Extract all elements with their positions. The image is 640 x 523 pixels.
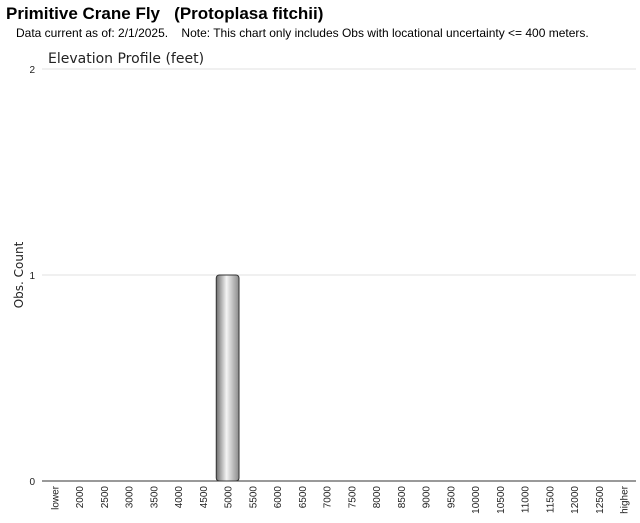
x-tick-label: 8000 [372, 486, 383, 509]
x-tick-label: 6500 [298, 486, 309, 509]
chart-title: Elevation Profile (feet) [48, 51, 204, 67]
x-tick-label: 4000 [174, 486, 185, 509]
x-tick-label: 11000 [521, 486, 532, 514]
y-axis-label: Obs. Count [12, 241, 26, 308]
x-tick-label: 3500 [149, 486, 160, 509]
x-tick-label: 5000 [224, 486, 235, 509]
x-tick-label: 8500 [397, 486, 408, 509]
page-title: Primitive Crane Fly (Protoplasa fitchii) [6, 4, 324, 23]
x-tick-label: 12000 [570, 486, 581, 514]
x-tick-label: 3000 [125, 486, 136, 509]
x-tick-label: 2000 [75, 486, 86, 509]
x-tick-label: 10500 [496, 486, 507, 514]
x-tick-label: 11500 [545, 486, 556, 514]
x-tick-label: lower [50, 485, 61, 510]
x-tick-label: 10000 [471, 486, 482, 514]
x-tick-label: 9500 [446, 486, 457, 509]
y-tick-label: 2 [29, 65, 35, 76]
y-tick-label: 0 [29, 477, 35, 488]
x-tick-label: 5500 [248, 486, 259, 509]
bar-5000[interactable] [215, 274, 240, 482]
x-tick-label: 6000 [273, 486, 284, 509]
x-tick-label: 9000 [422, 486, 433, 509]
x-tick-label: 2500 [100, 486, 111, 509]
page-subtitle: Data current as of: 2/1/2025. Note: This… [16, 26, 589, 40]
x-tick-label: 7500 [347, 486, 358, 509]
x-tick-label: 7000 [323, 486, 334, 509]
x-tick-label: 4500 [199, 486, 210, 509]
x-tick-label: higher [620, 485, 631, 513]
x-tick-label: 12500 [595, 486, 606, 514]
y-tick-label: 1 [29, 271, 35, 282]
